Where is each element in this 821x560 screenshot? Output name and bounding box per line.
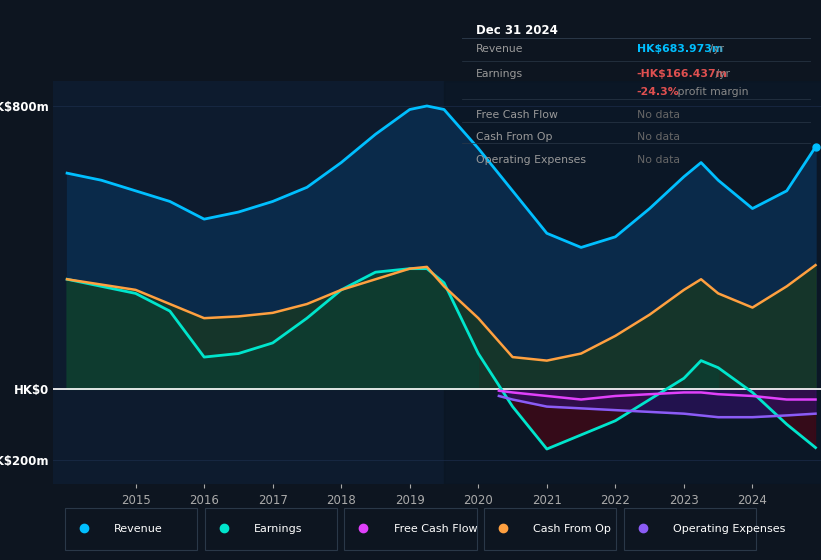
Text: Earnings: Earnings xyxy=(476,69,523,79)
Text: Dec 31 2024: Dec 31 2024 xyxy=(476,25,558,38)
Text: Cash From Op: Cash From Op xyxy=(534,524,611,534)
Text: Earnings: Earnings xyxy=(254,524,302,534)
Text: Revenue: Revenue xyxy=(476,44,524,54)
Bar xyxy=(444,81,821,484)
Text: Cash From Op: Cash From Op xyxy=(476,132,553,142)
Text: profit margin: profit margin xyxy=(674,87,749,97)
Text: No data: No data xyxy=(637,110,680,120)
Text: Revenue: Revenue xyxy=(114,524,163,534)
Text: HK$683.973m: HK$683.973m xyxy=(637,44,722,54)
Text: No data: No data xyxy=(637,132,680,142)
Text: Operating Expenses: Operating Expenses xyxy=(673,524,786,534)
Text: No data: No data xyxy=(637,155,680,165)
Text: Free Cash Flow: Free Cash Flow xyxy=(476,110,558,120)
Text: /yr: /yr xyxy=(706,44,724,54)
Text: -24.3%: -24.3% xyxy=(637,87,680,97)
Text: /yr: /yr xyxy=(712,69,730,79)
Text: -HK$166.437m: -HK$166.437m xyxy=(637,69,727,79)
Text: Operating Expenses: Operating Expenses xyxy=(476,155,586,165)
Text: Free Cash Flow: Free Cash Flow xyxy=(393,524,477,534)
